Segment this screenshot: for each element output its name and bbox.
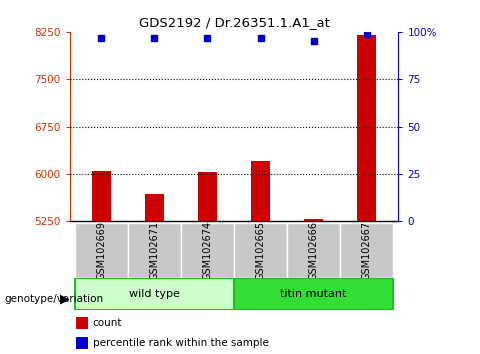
Text: count: count <box>93 318 122 327</box>
Title: GDS2192 / Dr.26351.1.A1_at: GDS2192 / Dr.26351.1.A1_at <box>139 16 329 29</box>
Text: GSM102667: GSM102667 <box>361 221 372 280</box>
Text: GSM102666: GSM102666 <box>309 221 319 280</box>
Bar <box>251 161 270 221</box>
Bar <box>145 194 164 221</box>
Text: percentile rank within the sample: percentile rank within the sample <box>93 338 268 348</box>
Text: ▶: ▶ <box>60 293 70 306</box>
Bar <box>304 219 323 221</box>
Text: GSM102671: GSM102671 <box>149 221 159 280</box>
Bar <box>76 316 88 329</box>
Bar <box>234 223 287 278</box>
Bar <box>92 171 111 221</box>
Point <box>97 35 105 40</box>
Bar <box>75 278 234 310</box>
Point <box>310 39 317 44</box>
Text: GSM102665: GSM102665 <box>255 221 265 280</box>
Bar <box>75 223 128 278</box>
Bar <box>234 278 393 310</box>
Bar <box>76 337 88 349</box>
Bar <box>357 35 376 221</box>
Point <box>363 31 371 36</box>
Text: GSM102674: GSM102674 <box>203 221 213 280</box>
Text: titin mutant: titin mutant <box>280 289 347 299</box>
Bar <box>181 223 234 278</box>
Point <box>151 35 158 40</box>
Bar <box>340 223 393 278</box>
Bar <box>198 172 217 221</box>
Point <box>257 35 264 40</box>
Bar <box>128 223 181 278</box>
Bar <box>287 223 340 278</box>
Point <box>204 35 211 40</box>
Text: GSM102669: GSM102669 <box>96 221 107 280</box>
Text: genotype/variation: genotype/variation <box>5 294 104 304</box>
Text: wild type: wild type <box>129 289 180 299</box>
